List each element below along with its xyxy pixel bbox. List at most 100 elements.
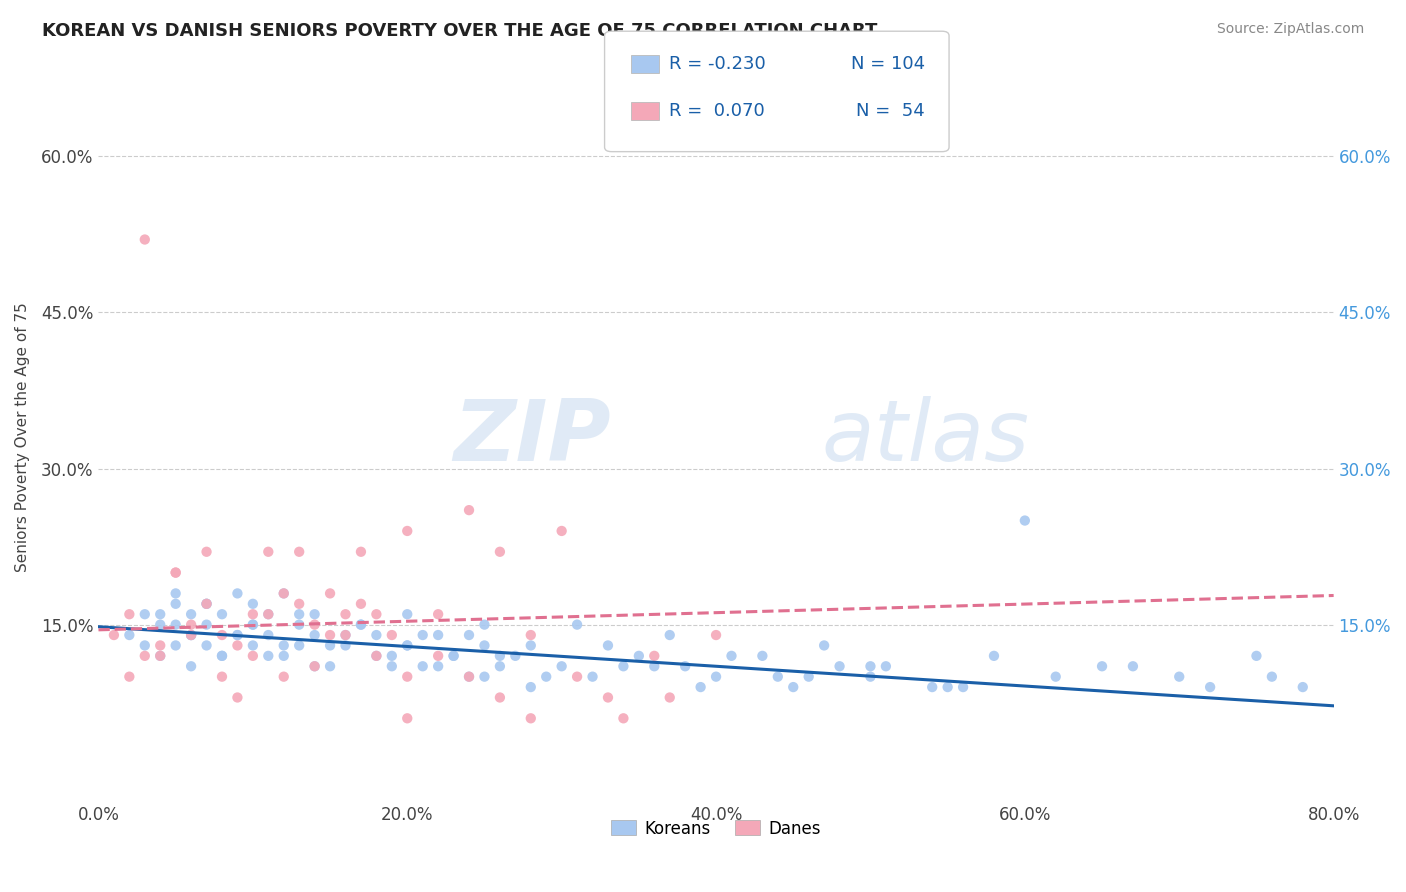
Point	[489, 648, 512, 663]
Point	[782, 680, 804, 694]
Point	[165, 597, 187, 611]
Point	[875, 659, 897, 673]
Point	[149, 639, 172, 653]
Point	[242, 648, 264, 663]
Point	[211, 648, 233, 663]
Point	[195, 639, 218, 653]
Point	[273, 648, 295, 663]
Point	[165, 566, 187, 580]
Point	[658, 690, 681, 705]
Point	[751, 648, 773, 663]
Point	[180, 607, 202, 622]
Point	[118, 628, 141, 642]
Point	[983, 648, 1005, 663]
Point	[643, 659, 665, 673]
Point	[350, 617, 373, 632]
Point	[1014, 514, 1036, 528]
Point	[474, 670, 496, 684]
Point	[412, 628, 434, 642]
Point	[304, 659, 326, 673]
Point	[534, 670, 557, 684]
Point	[1168, 670, 1191, 684]
Text: N = 104: N = 104	[851, 55, 925, 73]
Point	[396, 670, 419, 684]
Text: Source: ZipAtlas.com: Source: ZipAtlas.com	[1216, 22, 1364, 37]
Point	[118, 607, 141, 622]
Point	[474, 617, 496, 632]
Point	[149, 607, 172, 622]
Point	[458, 503, 481, 517]
Legend: Koreans, Danes: Koreans, Danes	[605, 813, 828, 844]
Point	[658, 628, 681, 642]
Point	[550, 659, 572, 673]
Point	[211, 648, 233, 663]
Point	[165, 566, 187, 580]
Point	[242, 617, 264, 632]
Point	[381, 628, 404, 642]
Point	[335, 607, 357, 622]
Point	[195, 597, 218, 611]
Point	[134, 233, 156, 247]
Point	[288, 597, 311, 611]
Point	[149, 648, 172, 663]
Point	[921, 680, 943, 694]
Point	[273, 639, 295, 653]
Point	[1091, 659, 1114, 673]
Point	[335, 628, 357, 642]
Point	[366, 648, 388, 663]
Point	[195, 617, 218, 632]
Point	[689, 680, 711, 694]
Point	[273, 670, 295, 684]
Point	[195, 597, 218, 611]
Point	[211, 670, 233, 684]
Point	[319, 628, 342, 642]
Point	[427, 659, 450, 673]
Point	[134, 607, 156, 622]
Point	[643, 648, 665, 663]
Point	[257, 648, 280, 663]
Point	[180, 617, 202, 632]
Point	[103, 628, 125, 642]
Point	[520, 711, 543, 725]
Point	[257, 607, 280, 622]
Point	[396, 639, 419, 653]
Point	[489, 690, 512, 705]
Point	[1261, 670, 1284, 684]
Point	[180, 659, 202, 673]
Text: R =  0.070: R = 0.070	[669, 102, 765, 120]
Point	[257, 628, 280, 642]
Point	[242, 639, 264, 653]
Text: KOREAN VS DANISH SENIORS POVERTY OVER THE AGE OF 75 CORRELATION CHART: KOREAN VS DANISH SENIORS POVERTY OVER TH…	[42, 22, 877, 40]
Point	[319, 659, 342, 673]
Point	[195, 597, 218, 611]
Point	[520, 628, 543, 642]
Point	[1122, 659, 1144, 673]
Point	[936, 680, 959, 694]
Point	[350, 597, 373, 611]
Point	[612, 659, 634, 673]
Point	[180, 628, 202, 642]
Point	[458, 670, 481, 684]
Point	[396, 711, 419, 725]
Point	[304, 659, 326, 673]
Point	[180, 628, 202, 642]
Point	[550, 524, 572, 538]
Point	[520, 680, 543, 694]
Point	[134, 648, 156, 663]
Point	[627, 648, 650, 663]
Point	[366, 648, 388, 663]
Point	[134, 639, 156, 653]
Point	[180, 628, 202, 642]
Point	[443, 648, 465, 663]
Point	[720, 648, 742, 663]
Point	[581, 670, 603, 684]
Point	[257, 607, 280, 622]
Point	[350, 545, 373, 559]
Point	[427, 607, 450, 622]
Point	[304, 607, 326, 622]
Point	[165, 586, 187, 600]
Point	[1045, 670, 1067, 684]
Point	[427, 648, 450, 663]
Point	[335, 628, 357, 642]
Point	[396, 607, 419, 622]
